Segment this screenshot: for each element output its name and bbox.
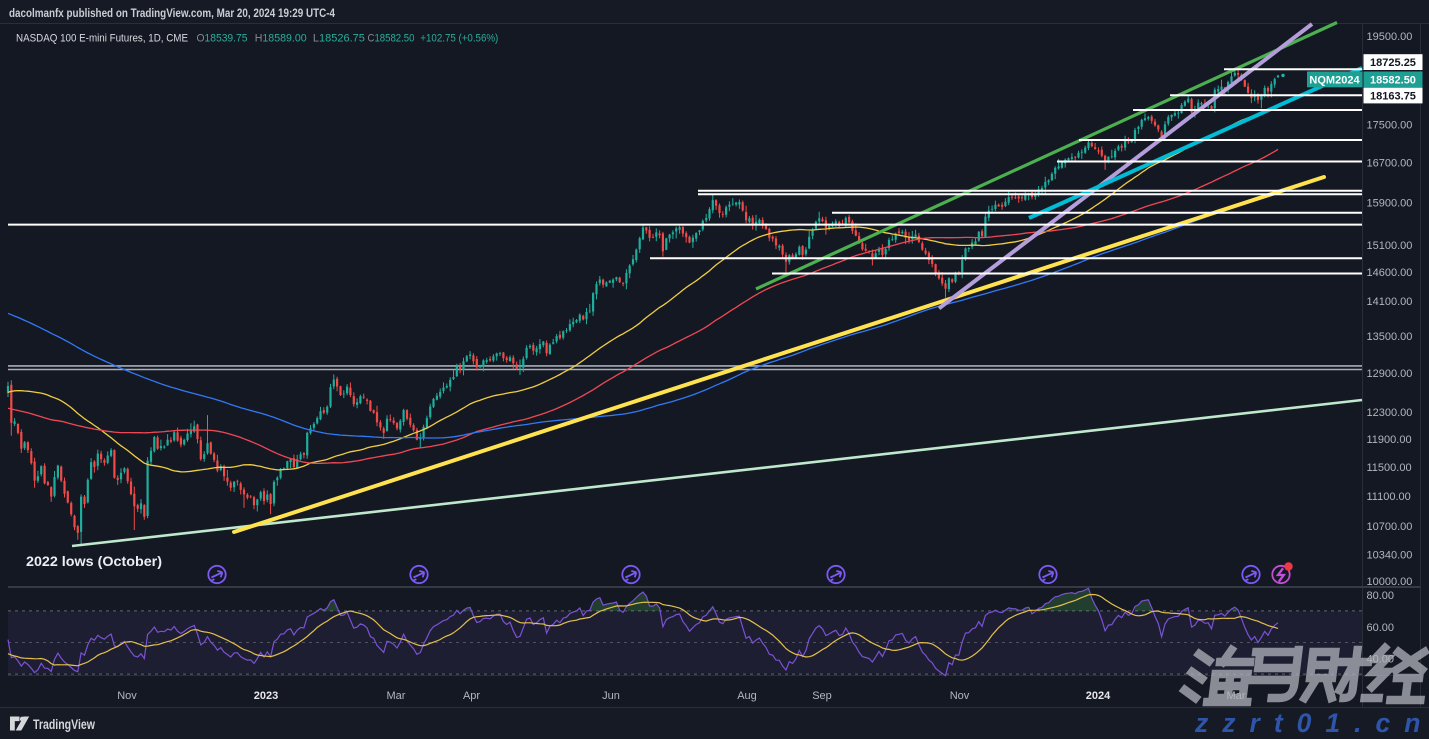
svg-text:15900.00: 15900.00 [1367, 198, 1413, 210]
svg-text:Nov: Nov [950, 690, 970, 702]
svg-text:O18539.75: O18539.75 [197, 33, 248, 45]
svg-text:Apr: Apr [463, 690, 480, 702]
svg-text:18725.25: 18725.25 [1370, 57, 1416, 69]
svg-text:14600.00: 14600.00 [1367, 267, 1413, 279]
svg-text:TradingView: TradingView [33, 716, 95, 732]
svg-text:Mar: Mar [387, 690, 406, 702]
svg-text:15100.00: 15100.00 [1367, 240, 1413, 252]
svg-text:80.00: 80.00 [1367, 590, 1395, 602]
svg-text:10000.00: 10000.00 [1367, 576, 1413, 588]
svg-text:11100.00: 11100.00 [1367, 491, 1411, 503]
svg-text:11900.00: 11900.00 [1367, 434, 1412, 446]
svg-text:Aug: Aug [737, 690, 757, 702]
svg-text:H18589.00: H18589.00 [255, 33, 307, 45]
svg-text:19500.00: 19500.00 [1367, 31, 1413, 43]
svg-text:11500.00: 11500.00 [1367, 462, 1412, 474]
svg-text:dacolmanfx published on Tradin: dacolmanfx published on TradingView.com,… [9, 8, 336, 20]
svg-text:10340.00: 10340.00 [1367, 550, 1413, 562]
svg-text:13500.00: 13500.00 [1367, 331, 1413, 343]
svg-text:18582.50: 18582.50 [1370, 74, 1416, 86]
svg-text:Jun: Jun [602, 690, 620, 702]
svg-text:12300.00: 12300.00 [1367, 407, 1413, 419]
svg-text:L18526.75: L18526.75 [313, 33, 365, 45]
svg-text:14100.00: 14100.00 [1367, 296, 1413, 308]
svg-text:17500.00: 17500.00 [1367, 119, 1413, 131]
svg-text:+102.75 (+0.56%): +102.75 (+0.56%) [420, 33, 498, 45]
svg-text:2023: 2023 [254, 690, 278, 702]
svg-text:C18582.50: C18582.50 [368, 33, 415, 45]
svg-text:NQM2024: NQM2024 [1309, 74, 1360, 86]
svg-text:2022 lows (October): 2022 lows (October) [26, 554, 162, 569]
svg-text:2024: 2024 [1086, 690, 1111, 702]
svg-text:Sep: Sep [812, 690, 832, 702]
svg-text:18163.75: 18163.75 [1370, 90, 1416, 102]
svg-text:16700.00: 16700.00 [1367, 158, 1413, 170]
svg-text:Nov: Nov [117, 690, 137, 702]
svg-text:NASDAQ 100 E-mini Futures, 1D,: NASDAQ 100 E-mini Futures, 1D, CME [16, 33, 188, 45]
svg-text:60.00: 60.00 [1367, 622, 1395, 634]
svg-text:10700.00: 10700.00 [1367, 521, 1413, 533]
svg-text:zzrt01.cn: zzrt01.cn [1194, 708, 1429, 738]
svg-text:12900.00: 12900.00 [1367, 368, 1413, 380]
